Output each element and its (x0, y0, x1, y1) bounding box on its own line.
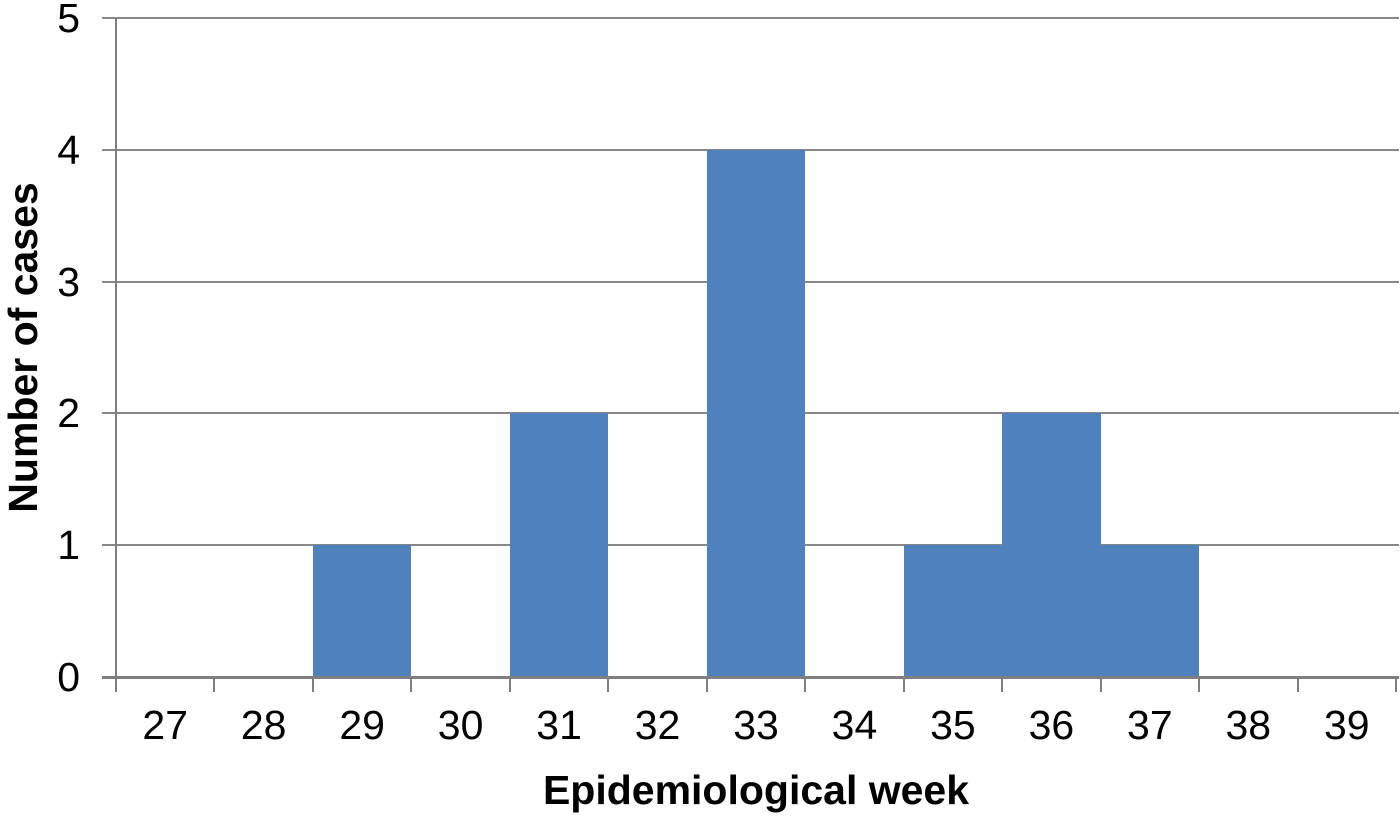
x-tick-label: 32 (634, 702, 681, 748)
x-tick-label: 31 (536, 702, 582, 748)
x-tick (1395, 677, 1397, 692)
x-tick (410, 677, 412, 692)
y-axis-title: Number of cases (0, 182, 46, 513)
x-tick-label: 27 (142, 702, 189, 748)
bar-week-33 (707, 149, 805, 676)
y-tick-label: 1 (57, 522, 80, 569)
bar-week-31 (510, 413, 608, 676)
y-tick-label: 2 (57, 390, 80, 437)
x-tick (1297, 677, 1299, 692)
x-tick (115, 677, 117, 692)
x-tick (903, 677, 905, 692)
x-tick-label: 34 (831, 702, 878, 748)
x-tick-label: 29 (339, 702, 385, 748)
x-tick (312, 677, 314, 692)
y-axis-line (115, 18, 117, 692)
x-tick (607, 677, 609, 692)
y-tick-label: 5 (57, 0, 80, 41)
bar-week-35 (904, 545, 1002, 676)
x-tick (1198, 677, 1200, 692)
x-tick-label: 33 (733, 702, 779, 748)
x-tick (706, 677, 708, 692)
y-tick-label: 3 (57, 258, 80, 305)
x-axis-line (102, 676, 1399, 679)
x-tick (213, 677, 215, 692)
x-tick-label: 28 (240, 702, 287, 748)
x-tick-label: 35 (930, 702, 976, 748)
x-tick-label: 36 (1028, 702, 1075, 748)
gridline (102, 17, 1399, 19)
x-tick-label: 38 (1225, 702, 1272, 748)
x-tick (1001, 677, 1003, 692)
x-axis-title: Epidemiological week (542, 767, 970, 813)
bar-week-37 (1101, 545, 1199, 676)
y-tick-label: 4 (57, 126, 80, 173)
x-tick-label: 37 (1127, 702, 1173, 748)
x-tick (509, 677, 511, 692)
x-tick-label: 39 (1323, 702, 1370, 748)
bar-week-29 (313, 545, 411, 676)
bar-week-36 (1002, 413, 1101, 676)
y-tick-label: 0 (57, 654, 80, 700)
x-tick-label: 30 (437, 702, 484, 748)
x-tick (804, 677, 806, 692)
x-tick (1100, 677, 1102, 692)
